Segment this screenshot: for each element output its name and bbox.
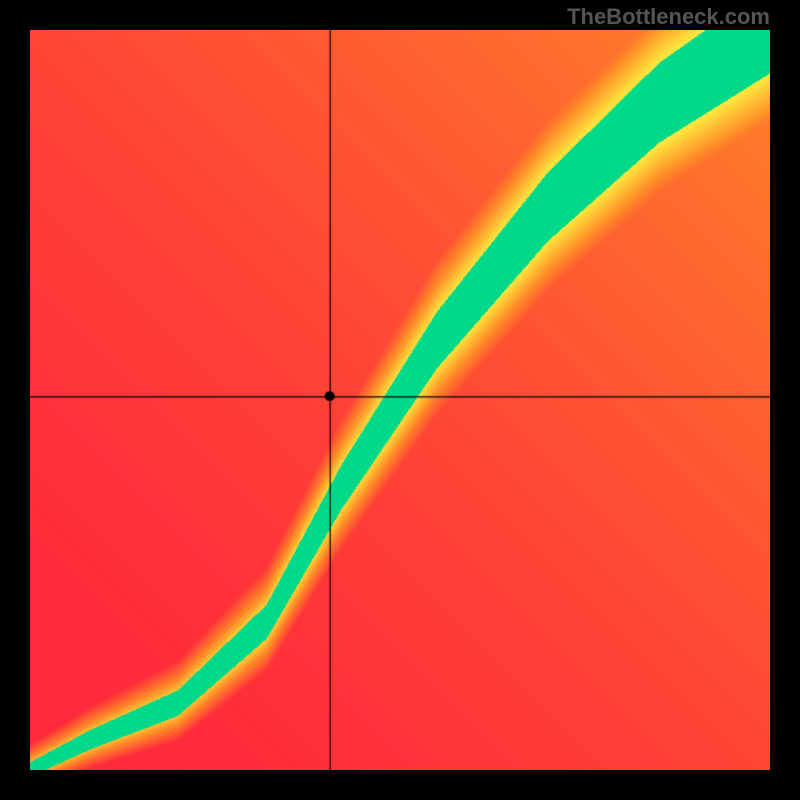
watermark-text: TheBottleneck.com <box>567 4 770 30</box>
heatmap-plot <box>30 30 770 770</box>
chart-container: TheBottleneck.com <box>0 0 800 800</box>
heatmap-canvas <box>30 30 770 770</box>
